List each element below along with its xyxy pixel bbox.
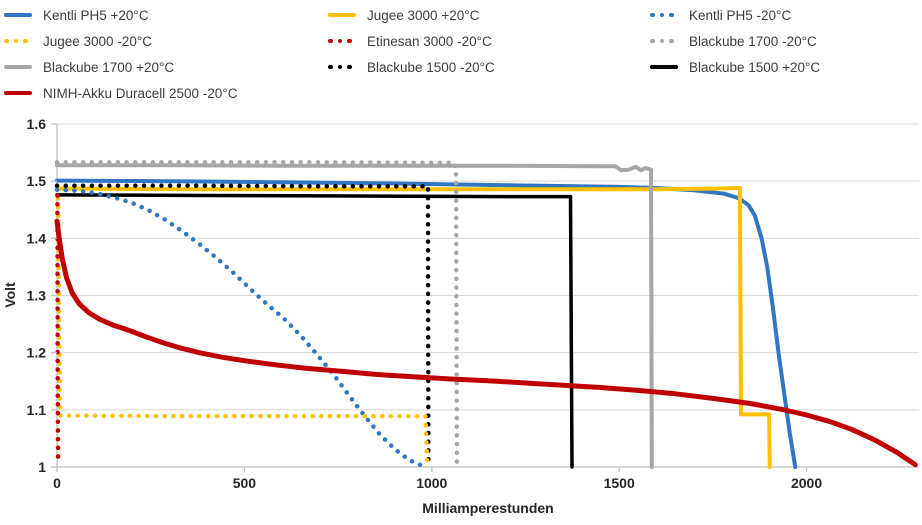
series-etinesan-3000-20-c: [55, 193, 61, 464]
legend-item: Blackube 1700 +20°C: [4, 54, 328, 80]
legend-line-swatch: [4, 12, 34, 18]
legend-label: Blackube 1700 -20°C: [689, 33, 817, 49]
series-jugee-3000-20-c: [55, 186, 772, 469]
legend-item: Kentli PH5 +20°C: [4, 2, 328, 28]
legend-line-swatch: [4, 90, 34, 96]
legend-label: NIMH-Akku Duracell 2500 -20°C: [43, 85, 238, 101]
legend-label: Blackube 1700 +20°C: [43, 59, 175, 75]
legend-line-swatch: [328, 12, 358, 18]
y-axis-title: Volt: [2, 282, 18, 308]
series-blackube-1500-20-c: [55, 193, 574, 469]
discharge-chart: 1 1.1 1.2 1.3 1.4 1.5 1.6 0 500 1000 1500 2000 Volt…: [2, 116, 919, 516]
legend-dotted-swatch: [4, 38, 34, 44]
legend-item: Jugee 3000 +20°C: [328, 2, 650, 28]
legend-label: Kentli PH5 -20°C: [689, 7, 792, 23]
legend-item: Blackube 1500 +20°C: [650, 54, 922, 80]
legend-item: Blackube 1500 -20°C: [328, 54, 650, 80]
legend-dotted-swatch: [328, 64, 358, 70]
grid-layer: [56, 123, 919, 468]
series-nimh-akku-duracell-2500-20-c: [54, 218, 918, 468]
y-tick-label: 1.3: [27, 288, 47, 304]
legend-item: Kentli PH5 -20°C: [650, 2, 922, 28]
legend-label: Blackube 1500 -20°C: [367, 59, 495, 75]
legend-label: Jugee 3000 -20°C: [43, 33, 152, 49]
series-blackube-1700-20-c: [54, 160, 460, 470]
series-blackube-1700-20-c: [55, 163, 654, 469]
legend-label: Blackube 1500 +20°C: [689, 59, 821, 75]
x-tick-label: 1500: [604, 475, 635, 491]
legend-label: Jugee 3000 +20°C: [367, 7, 480, 23]
series-blackube-1500-20-c: [54, 183, 431, 470]
tick-layer: 1 1.1 1.2 1.3 1.4 1.5 1.6 0 500 1000 1500 2000: [27, 116, 823, 491]
y-tick-label: 1.5: [27, 173, 47, 189]
legend-item: Blackube 1700 -20°C: [650, 28, 922, 54]
y-tick-label: 1: [38, 459, 46, 475]
series-jugee-3000-20-c: [55, 196, 430, 467]
x-axis-title: Milliamperestunden: [422, 500, 553, 516]
legend-dotted-swatch: [650, 38, 680, 44]
x-tick-label: 1000: [416, 475, 447, 491]
series-kentli-ph5-20-c: [54, 187, 425, 469]
series-layer: [54, 160, 918, 470]
x-tick-label: 500: [233, 475, 257, 491]
legend-dotted-swatch: [650, 12, 680, 18]
legend-item: NIMH-Akku Duracell 2500 -20°C: [4, 80, 328, 106]
y-tick-label: 1.1: [27, 402, 47, 418]
x-tick-label: 0: [53, 475, 61, 491]
legend-label: Kentli PH5 +20°C: [43, 7, 149, 23]
chart-legend: Kentli PH5 +20°C Jugee 3000 +20°C Kentli P…: [4, 2, 922, 106]
legend-line-swatch: [650, 64, 680, 70]
legend-line-swatch: [4, 64, 34, 70]
y-tick-label: 1.2: [27, 345, 47, 361]
y-tick-label: 1.6: [27, 116, 47, 132]
x-tick-label: 2000: [791, 475, 822, 491]
legend-item: Jugee 3000 -20°C: [4, 28, 328, 54]
legend-dotted-swatch: [328, 38, 358, 44]
legend-label: Etinesan 3000 -20°C: [367, 33, 492, 49]
y-tick-label: 1.4: [27, 230, 47, 246]
legend-item: Etinesan 3000 -20°C: [328, 28, 650, 54]
